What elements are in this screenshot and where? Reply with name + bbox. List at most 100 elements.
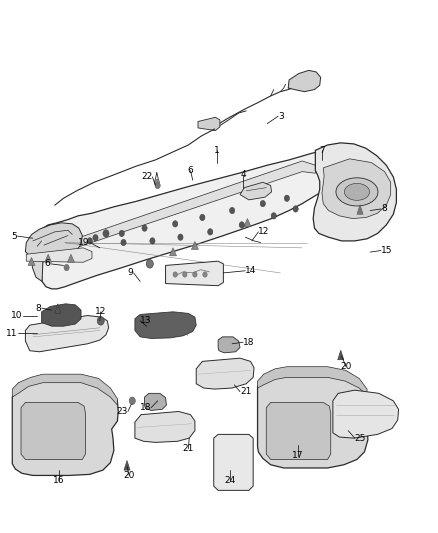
Text: 7: 7: [319, 146, 325, 155]
Bar: [326, 378, 332, 385]
Text: 6: 6: [187, 166, 194, 175]
Bar: [50, 382, 56, 388]
Polygon shape: [244, 219, 251, 227]
Polygon shape: [21, 402, 85, 459]
Polygon shape: [65, 161, 315, 252]
Circle shape: [183, 272, 187, 277]
Polygon shape: [266, 402, 331, 459]
Polygon shape: [357, 205, 363, 214]
Polygon shape: [214, 434, 253, 490]
Polygon shape: [42, 304, 81, 326]
Circle shape: [154, 179, 159, 185]
Polygon shape: [170, 248, 177, 256]
Polygon shape: [55, 304, 61, 313]
Circle shape: [87, 238, 92, 244]
Polygon shape: [12, 376, 118, 475]
Circle shape: [200, 214, 205, 221]
Circle shape: [293, 206, 298, 212]
Circle shape: [121, 239, 126, 246]
Circle shape: [64, 264, 69, 271]
Circle shape: [129, 397, 135, 405]
Circle shape: [230, 207, 235, 214]
Polygon shape: [196, 358, 254, 389]
Text: 22: 22: [141, 173, 152, 181]
Text: 12: 12: [95, 308, 106, 316]
Polygon shape: [26, 248, 92, 262]
Polygon shape: [313, 143, 396, 241]
Polygon shape: [166, 261, 223, 286]
Circle shape: [271, 213, 276, 219]
Circle shape: [150, 238, 155, 244]
Polygon shape: [124, 461, 130, 470]
Circle shape: [193, 272, 197, 277]
Polygon shape: [198, 117, 220, 131]
Text: 6: 6: [45, 260, 50, 268]
Polygon shape: [240, 182, 272, 200]
Text: 24: 24: [224, 477, 236, 485]
Bar: [315, 378, 321, 385]
Polygon shape: [258, 370, 369, 468]
Polygon shape: [338, 350, 344, 360]
Text: 4: 4: [240, 171, 246, 179]
Circle shape: [97, 317, 104, 325]
Circle shape: [173, 272, 177, 277]
Polygon shape: [135, 411, 195, 442]
Circle shape: [146, 260, 153, 268]
Polygon shape: [32, 239, 44, 281]
Text: 11: 11: [6, 329, 18, 337]
Text: 8: 8: [36, 304, 42, 312]
Polygon shape: [322, 159, 391, 219]
Text: 9: 9: [128, 269, 134, 277]
Polygon shape: [25, 316, 109, 352]
Circle shape: [173, 221, 178, 227]
Polygon shape: [135, 312, 196, 338]
Circle shape: [284, 195, 290, 201]
Text: 21: 21: [240, 387, 251, 396]
Text: 3: 3: [278, 112, 284, 120]
Circle shape: [119, 230, 124, 237]
Text: 13: 13: [140, 317, 152, 325]
Text: 21: 21: [183, 445, 194, 453]
Circle shape: [103, 230, 109, 237]
Polygon shape: [145, 393, 166, 410]
Polygon shape: [45, 254, 52, 262]
Circle shape: [142, 225, 147, 231]
Bar: [31, 382, 37, 388]
Text: 20: 20: [340, 362, 352, 371]
Text: 14: 14: [245, 266, 257, 275]
Polygon shape: [218, 337, 240, 353]
Polygon shape: [25, 223, 82, 257]
Circle shape: [178, 234, 183, 240]
Text: 1: 1: [214, 146, 220, 155]
Polygon shape: [288, 70, 321, 92]
Text: 15: 15: [381, 246, 392, 255]
Text: 18: 18: [243, 338, 254, 346]
Circle shape: [208, 229, 213, 235]
Bar: [70, 382, 76, 388]
Circle shape: [239, 222, 244, 228]
Polygon shape: [336, 178, 378, 206]
Bar: [21, 382, 27, 388]
Polygon shape: [67, 254, 74, 262]
Polygon shape: [258, 367, 367, 395]
Polygon shape: [333, 390, 399, 438]
Text: 10: 10: [11, 311, 23, 320]
Bar: [60, 382, 66, 388]
Circle shape: [155, 182, 160, 189]
Bar: [276, 378, 282, 385]
Polygon shape: [39, 150, 339, 289]
Text: 5: 5: [12, 232, 18, 240]
Bar: [81, 382, 87, 388]
Circle shape: [93, 235, 98, 241]
Circle shape: [203, 272, 207, 277]
Circle shape: [260, 200, 265, 207]
Bar: [295, 378, 301, 385]
Bar: [266, 378, 272, 385]
Text: 17: 17: [292, 451, 304, 460]
Text: 16: 16: [53, 477, 65, 485]
Bar: [305, 378, 311, 385]
Polygon shape: [12, 374, 117, 405]
Text: 25: 25: [355, 434, 366, 442]
Text: 8: 8: [381, 205, 387, 213]
Text: 20: 20: [124, 471, 135, 480]
